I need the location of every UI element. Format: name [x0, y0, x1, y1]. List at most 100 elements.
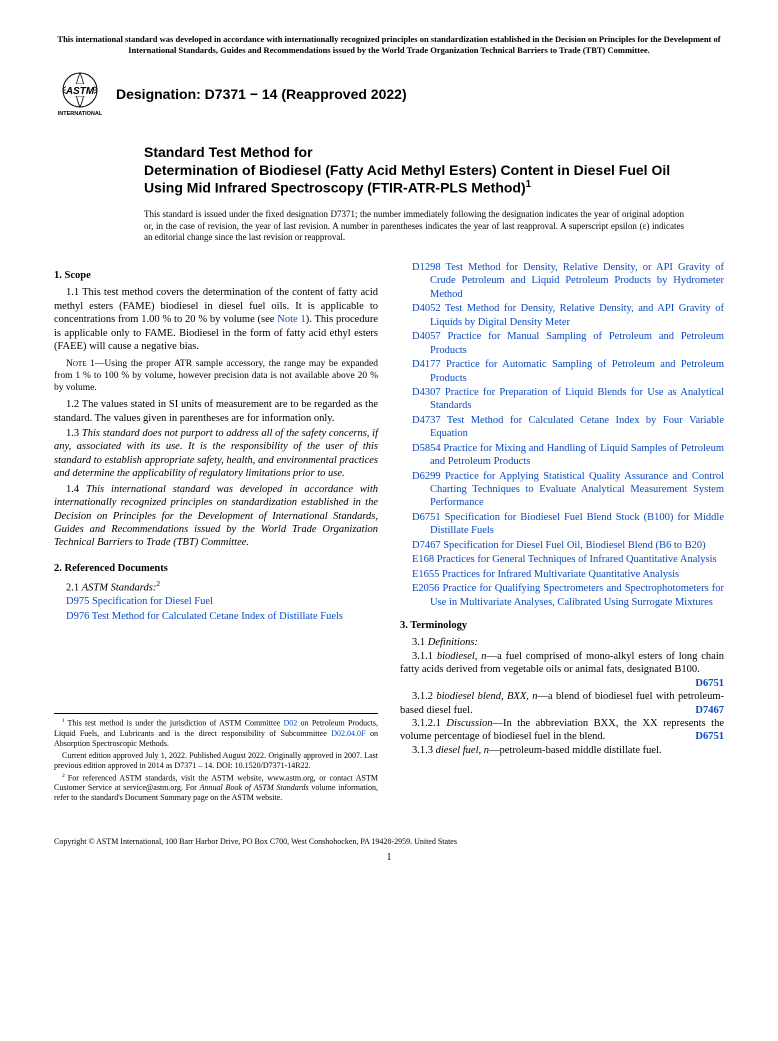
ref-code-link[interactable]: D1298 — [412, 262, 441, 273]
scope-1-3: 1.3 This standard does not purport to ad… — [54, 427, 378, 481]
fn1-a: This test method is under the jurisdicti… — [67, 719, 283, 728]
ref-title-link[interactable]: Practice for Qualifying Spectrometers an… — [430, 583, 724, 607]
term-3-1-2-1: 3.1.2.1 Discussion—In the abbreviation B… — [400, 717, 724, 744]
ref-title-link[interactable]: Practice for Mixing and Handling of Liqu… — [430, 443, 724, 467]
svg-text:ASTM: ASTM — [65, 86, 95, 97]
scope-1-2: 1.2 The values stated in SI units of mea… — [54, 398, 378, 425]
refs-sub-label: ASTM Standards: — [82, 583, 157, 594]
ref-code-link[interactable]: D4052 — [412, 303, 441, 314]
fn2-i: Annual Book of ASTM Standards — [200, 783, 309, 792]
ref-title-link[interactable]: Practice for Manual Sampling of Petroleu… — [430, 331, 724, 355]
footnote-2: 2 For referenced ASTM standards, visit t… — [54, 773, 378, 804]
refs-sub: 2.1 ASTM Standards:2 — [54, 579, 378, 595]
t3-ref-link[interactable]: D6751 — [683, 730, 724, 743]
ref-item: D7467 Specification for Diesel Fuel Oil,… — [400, 539, 724, 552]
scope-1-3-body: This standard does not purport to addres… — [54, 428, 378, 479]
refs-sub-sup: 2 — [156, 579, 160, 588]
refs-sub-num: 2.1 — [66, 583, 82, 594]
astm-logo: ASTM INTERNATIONAL — [54, 70, 106, 118]
title-main-text: Determination of Biodiesel (Fatty Acid M… — [144, 162, 670, 196]
t1-term: biodiesel, n — [437, 651, 487, 662]
title-prefix: Standard Test Method for — [144, 144, 684, 162]
ref-item: D5854 Practice for Mixing and Handling o… — [400, 442, 724, 469]
ref-code-link[interactable]: E1655 — [412, 569, 439, 580]
page: This international standard was develope… — [0, 0, 778, 883]
t3-term: Discussion — [446, 718, 492, 729]
ref-title-link[interactable]: Test Method for Density, Relative Densit… — [430, 262, 724, 300]
header-row: ASTM INTERNATIONAL Designation: D7371 − … — [54, 70, 724, 118]
column-left: 1. Scope 1.1 This test method covers the… — [54, 261, 378, 805]
title-block: Standard Test Method for Determination o… — [144, 144, 684, 197]
ref-code-link[interactable]: E2056 — [412, 583, 439, 594]
t2-num: 3.1.2 — [412, 691, 436, 702]
note1-link[interactable]: Note 1 — [277, 314, 305, 325]
title-main: Determination of Biodiesel (Fatty Acid M… — [144, 162, 684, 198]
ref-title-link[interactable]: Specification for Diesel Fuel — [92, 596, 213, 607]
title-note: This standard is issued under the fixed … — [144, 209, 684, 243]
ref-title-link[interactable]: Test Method for Calculated Cetane Index … — [92, 611, 343, 622]
ref-code-link[interactable]: D5854 — [412, 443, 441, 454]
column-right: D1298 Test Method for Density, Relative … — [400, 261, 724, 805]
t4-num: 3.1.3 — [412, 745, 436, 756]
ref-item: E1655 Practices for Infrared Multivariat… — [400, 568, 724, 581]
refs-head: 2. Referenced Documents — [54, 562, 378, 575]
ref-item: D4307 Practice for Preparation of Liquid… — [400, 386, 724, 413]
columns: 1. Scope 1.1 This test method covers the… — [54, 261, 724, 805]
ref-title-link[interactable]: Practice for Automatic Sampling of Petro… — [430, 359, 724, 383]
ref-code-link[interactable]: E168 — [412, 554, 434, 565]
ref-item: D6299 Practice for Applying Statistical … — [400, 470, 724, 510]
ref-item: D6751 Specification for Biodiesel Fuel B… — [400, 511, 724, 538]
ref-item: D4052 Test Method for Density, Relative … — [400, 302, 724, 329]
ref-title-link[interactable]: Test Method for Calculated Cetane Index … — [430, 415, 724, 439]
t1-ref-link[interactable]: D6751 — [683, 677, 724, 690]
term-3-1-3: 3.1.3 diesel fuel, n—petroleum-based mid… — [400, 744, 724, 757]
designation: Designation: D7371 − 14 (Reapproved 2022… — [116, 86, 407, 102]
ref-code-link[interactable]: D7467 — [412, 540, 441, 551]
ref-code-link[interactable]: D4307 — [412, 387, 441, 398]
t4-term: diesel fuel, n — [436, 745, 489, 756]
ref-code-link[interactable]: D976 — [66, 611, 89, 622]
scope-1-4: 1.4 This international standard was deve… — [54, 483, 378, 550]
scope-1-4-num: 1.4 — [66, 484, 86, 495]
term-3-1-2: 3.1.2 biodiesel blend, BXX, n—a blend of… — [400, 690, 724, 717]
refs-right-list: D1298 Test Method for Density, Relative … — [400, 261, 724, 609]
scope-head: 1. Scope — [54, 269, 378, 282]
refs-left-list: D975 Specification for Diesel FuelD976 T… — [54, 595, 378, 623]
ref-code-link[interactable]: D975 — [66, 596, 89, 607]
ref-title-link[interactable]: Specification for Biodiesel Fuel Blend S… — [430, 512, 724, 536]
term-sub-label: Definitions: — [428, 637, 478, 648]
terminology-head: 3. Terminology — [400, 619, 724, 632]
fn1-link-sub[interactable]: D02.04.0F — [331, 729, 365, 738]
ref-item: D4737 Test Method for Calculated Cetane … — [400, 414, 724, 441]
scope-1-3-num: 1.3 — [66, 428, 82, 439]
tbt-notice: This international standard was develope… — [54, 34, 724, 56]
ref-title-link[interactable]: Practices for Infrared Multivariate Quan… — [442, 569, 679, 580]
ref-code-link[interactable]: D4737 — [412, 415, 441, 426]
ref-title-link[interactable]: Test Method for Density, Relative Densit… — [430, 303, 724, 327]
ref-code-link[interactable]: D4057 — [412, 331, 441, 342]
t2-ref-link[interactable]: D7467 — [683, 704, 724, 717]
copyright: Copyright © ASTM International, 100 Barr… — [54, 827, 724, 846]
scope-1-1: 1.1 This test method covers the determin… — [54, 286, 378, 353]
scope-1-4-body: This international standard was develope… — [54, 484, 378, 549]
ref-item: E168 Practices for General Techniques of… — [400, 553, 724, 566]
ref-title-link[interactable]: Practice for Preparation of Liquid Blend… — [430, 387, 724, 411]
t2-term: biodiesel blend, BXX, n — [436, 691, 537, 702]
fn1-link-d02[interactable]: D02 — [283, 719, 297, 728]
ref-title-link[interactable]: Practice for Applying Statistical Qualit… — [430, 471, 724, 509]
ref-title-link[interactable]: Specification for Diesel Fuel Oil, Biodi… — [443, 540, 705, 551]
term-3-1-1: 3.1.1 biodiesel, n—a fuel comprised of m… — [400, 650, 724, 677]
note-1: Note 1—Using the proper ATR sample acces… — [54, 358, 378, 394]
terminology-sub: 3.1 Definitions: — [400, 636, 724, 649]
ref-item: E2056 Practice for Qualifying Spectromet… — [400, 582, 724, 609]
ref-code-link[interactable]: D6751 — [412, 512, 441, 523]
ref-title-link[interactable]: Practices for General Techniques of Infr… — [437, 554, 717, 565]
t1-num: 3.1.1 — [412, 651, 437, 662]
t4-body: —petroleum-based middle distillate fuel. — [489, 745, 662, 756]
ref-item: D1298 Test Method for Density, Relative … — [400, 261, 724, 301]
ref-code-link[interactable]: D6299 — [412, 471, 441, 482]
note-1-body: 1—Using the proper ATR sample accessory,… — [54, 359, 378, 393]
ref-code-link[interactable]: D4177 — [412, 359, 441, 370]
ref-item: D4057 Practice for Manual Sampling of Pe… — [400, 330, 724, 357]
ref-item: D976 Test Method for Calculated Cetane I… — [54, 610, 378, 623]
